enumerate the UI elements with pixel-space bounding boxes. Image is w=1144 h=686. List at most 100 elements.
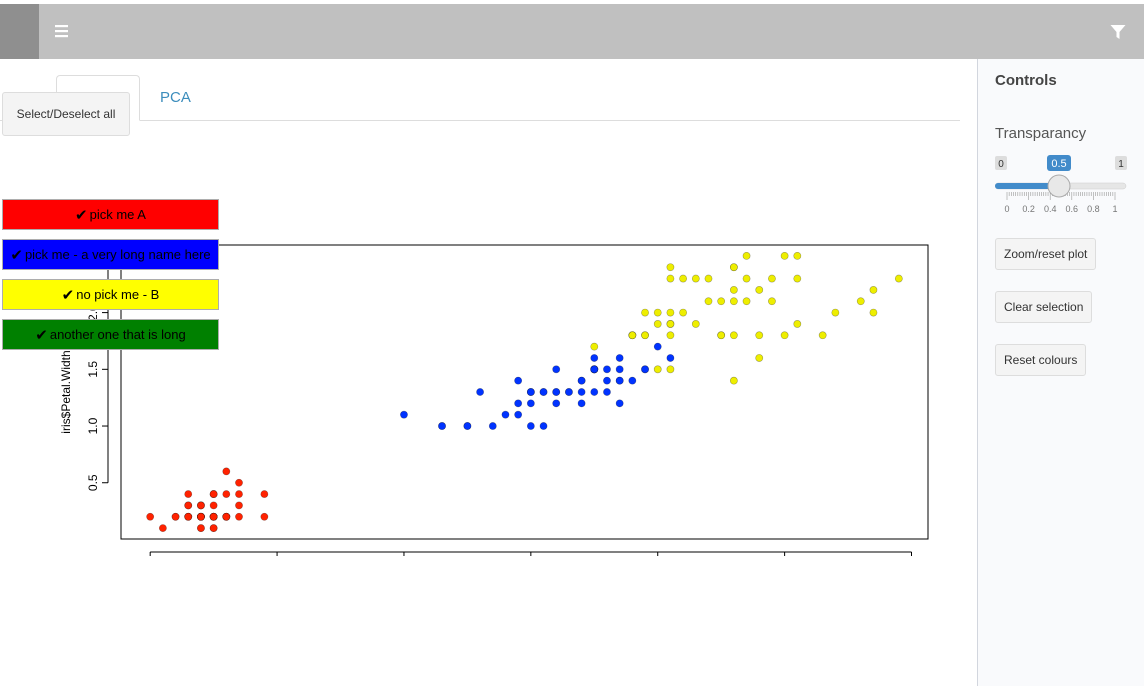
data-point	[729, 331, 738, 340]
slider-max-badge	[1115, 156, 1127, 170]
data-point	[526, 388, 535, 396]
data-point	[729, 376, 738, 385]
data-point	[717, 297, 726, 306]
plot-area[interactable]: 12345670.51.01.52.02.5iris$Petal.Lengthi…	[0, 176, 960, 602]
check-icon: ✔	[61, 286, 75, 304]
data-point	[235, 490, 243, 498]
pick-button-another[interactable]: ✔ another one that is long	[2, 319, 219, 350]
data-point	[653, 320, 662, 328]
data-point	[818, 331, 827, 340]
select-deselect-all-button[interactable]: Select/Deselect all	[2, 92, 130, 136]
slider-tick-label: 0.4	[1044, 204, 1057, 214]
data-point	[209, 512, 218, 521]
data-point	[742, 297, 751, 306]
data-point	[438, 422, 446, 430]
header-bar	[0, 4, 1144, 59]
data-point	[184, 501, 193, 510]
logo-area	[0, 4, 39, 59]
slider-min-badge	[995, 156, 1007, 170]
data-point	[615, 399, 624, 408]
data-point	[666, 308, 675, 317]
data-point	[146, 512, 155, 521]
transparency-label: Transparancy	[995, 125, 1087, 142]
tab-bar: PCA	[0, 75, 960, 121]
scatter-plot[interactable]: 12345670.51.01.52.02.5iris$Petal.Lengthi…	[0, 176, 960, 602]
controls-sidebar: Controls Transparancy 0 1 0.5 0 0.2 0.4 0.6 0.8…	[977, 59, 1144, 686]
data-point	[869, 308, 878, 317]
data-point	[780, 251, 789, 260]
y-tick-label: 0.5	[86, 474, 100, 491]
data-point	[755, 354, 764, 362]
zoom-reset-plot-button[interactable]: Zoom/reset plot	[995, 238, 1097, 270]
filter-icon[interactable]	[1110, 24, 1126, 40]
check-icon: ✔	[10, 246, 23, 264]
check-icon: ✔	[75, 206, 88, 224]
data-point	[742, 274, 751, 283]
slider-tick-label: 0.6	[1066, 204, 1079, 214]
data-point	[463, 422, 472, 430]
data-point	[691, 320, 700, 328]
data-point	[793, 320, 802, 328]
data-point	[679, 274, 688, 283]
data-point	[793, 274, 802, 283]
data-point	[603, 388, 611, 396]
pick-button-a[interactable]: ✔ pick me A	[2, 199, 219, 230]
data-point	[615, 365, 624, 374]
pick-button-long-name[interactable]: ✔ pick me - a very long name here	[2, 239, 219, 270]
data-point	[729, 297, 738, 306]
data-point	[666, 274, 675, 283]
data-point	[768, 297, 776, 306]
data-point	[526, 422, 535, 430]
data-point	[526, 399, 535, 408]
data-point	[755, 331, 764, 340]
data-point	[603, 365, 611, 374]
transparency-slider[interactable]: 0 1 0.5 0 0.2 0.4 0.6 0.8 1	[994, 154, 1127, 214]
clear-selection-button[interactable]: Clear selection	[995, 291, 1093, 323]
plot-frame	[120, 244, 929, 540]
pick-button-b[interactable]: ✔ no pick me - B	[2, 279, 219, 310]
data-point	[603, 376, 611, 385]
y-axis-label: iris$Petal.Width	[59, 350, 73, 433]
data-point	[717, 331, 726, 340]
controls-title: Controls	[995, 72, 1057, 89]
data-point	[653, 342, 662, 351]
data-point	[197, 512, 205, 521]
slider-tick-label: 0.2	[1022, 204, 1035, 214]
data-point	[501, 410, 510, 419]
data-point	[209, 490, 218, 498]
data-point	[615, 354, 624, 362]
slider-value-badge	[1047, 155, 1071, 171]
data-point	[222, 467, 231, 476]
data-point	[565, 388, 573, 396]
data-point	[691, 274, 700, 283]
data-point	[704, 274, 713, 283]
slider-handle[interactable]	[1047, 174, 1071, 198]
data-point	[869, 286, 878, 294]
data-point	[539, 388, 548, 396]
data-point	[793, 251, 802, 260]
data-point	[742, 251, 751, 260]
slider-tick-label: 1	[1112, 204, 1117, 214]
data-point	[894, 274, 903, 283]
data-point	[184, 512, 193, 521]
data-point	[158, 524, 167, 533]
data-point	[768, 274, 776, 283]
data-point	[704, 297, 713, 306]
tab-pca[interactable]: PCA	[160, 89, 191, 106]
data-point	[222, 490, 231, 498]
top-strip	[0, 0, 1144, 4]
hamburger-menu-icon[interactable]	[54, 23, 70, 39]
data-point	[653, 365, 662, 374]
data-point	[590, 365, 599, 374]
data-point	[615, 376, 624, 385]
data-point	[514, 376, 523, 385]
y-tick-label: 1.0	[86, 417, 100, 434]
data-point	[476, 388, 484, 396]
data-point	[552, 365, 561, 374]
slider-min-label: 0	[998, 159, 1004, 170]
data-point	[577, 376, 586, 385]
data-point	[260, 512, 269, 521]
data-point	[235, 501, 243, 510]
reset-colours-button[interactable]: Reset colours	[995, 344, 1087, 376]
data-point	[539, 422, 548, 430]
